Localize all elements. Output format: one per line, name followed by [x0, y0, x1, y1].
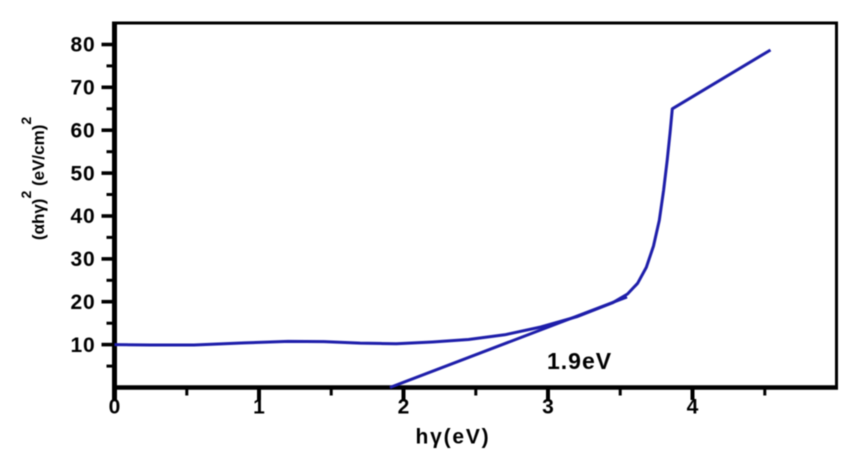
svg-text:50: 50	[71, 162, 96, 185]
svg-text:(αhγ)2 (eV/cm)2: (αhγ)2 (eV/cm)2	[18, 117, 48, 241]
svg-text:0: 0	[109, 396, 121, 419]
svg-text:1: 1	[253, 396, 265, 419]
svg-text:70: 70	[71, 77, 96, 100]
svg-text:60: 60	[71, 119, 96, 142]
svg-text:hγ(eV): hγ(eV)	[416, 426, 491, 449]
svg-text:80: 80	[71, 34, 96, 57]
svg-text:4: 4	[687, 396, 699, 419]
svg-text:10: 10	[71, 334, 96, 357]
svg-text:3: 3	[542, 396, 554, 419]
svg-text:40: 40	[71, 205, 96, 228]
svg-text:1.9eV: 1.9eV	[547, 348, 612, 374]
svg-text:30: 30	[71, 248, 96, 271]
svg-text:2: 2	[398, 396, 410, 419]
svg-text:20: 20	[71, 291, 96, 314]
